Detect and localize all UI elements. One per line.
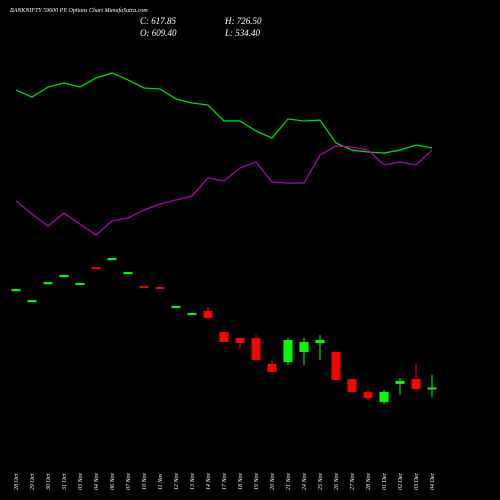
x-tick-label: 12 Nov: [174, 472, 180, 490]
candle-body: [347, 379, 357, 392]
candle-body: [331, 352, 341, 380]
candle-body: [75, 283, 85, 286]
x-tick-label: 17 Nov: [222, 472, 228, 490]
candle-body: [219, 331, 229, 343]
x-tick-label: 21 Nov: [286, 472, 292, 490]
x-tick-label: 01 Dec: [382, 473, 388, 490]
candle-body: [283, 339, 293, 362]
candle-body: [139, 286, 149, 289]
open-label: O: 609.40: [140, 28, 177, 38]
candle-body: [395, 380, 405, 384]
candle-body: [363, 391, 373, 399]
chart-title: BANKNIFTY 59600 PE Options Chart MunafaS…: [10, 7, 148, 14]
high-label: H: 726.50: [224, 16, 262, 26]
x-tick-label: 13 Nov: [190, 472, 196, 490]
candle-body: [123, 272, 133, 275]
close-label: C: 617.85: [140, 16, 177, 26]
x-tick-label: 10 Nov: [142, 472, 148, 490]
x-tick-label: 30 Oct: [46, 474, 52, 491]
candle-body: [171, 306, 181, 309]
x-tick-label: 28 Oct: [14, 474, 20, 490]
candle-body: [315, 339, 325, 343]
x-tick-label: 20 Nov: [270, 472, 276, 490]
indicator-line: [15, 72, 433, 154]
x-tick-label: 06 Nov: [110, 472, 116, 490]
candle-body: [187, 313, 197, 316]
x-tick-label: 31 Oct: [62, 474, 68, 491]
x-tick-label: 03 Dec: [414, 473, 420, 490]
indicator-line: [15, 145, 433, 236]
x-tick-label: 28 Nov: [366, 472, 372, 490]
candle-body: [203, 310, 213, 318]
x-tick-label: 19 Nov: [254, 472, 260, 490]
x-tick-label: 07 Nov: [126, 472, 132, 490]
candle-body: [27, 300, 37, 303]
candle-body: [43, 282, 53, 285]
candle-body: [107, 258, 117, 261]
x-tick-label: 04 Dec: [429, 473, 436, 490]
candle-body: [235, 338, 245, 343]
x-tick-label: 24 Nov: [301, 472, 308, 490]
candle-body: [267, 364, 277, 373]
x-tick-label: 29 Oct: [30, 474, 36, 490]
x-tick-label: 27 Nov: [350, 472, 356, 490]
candle-body: [251, 338, 261, 361]
x-tick-label: 11 Nov: [158, 473, 164, 490]
candle-body: [155, 287, 165, 290]
x-tick-label: 26 Nov: [334, 472, 340, 490]
candle-body: [427, 387, 437, 390]
candle-body: [91, 267, 101, 270]
candle-body: [379, 391, 389, 402]
candle-body: [11, 289, 21, 292]
x-tick-label: 04 Nov: [93, 472, 100, 490]
candle-body: [411, 379, 421, 390]
x-tick-label: 14 Nov: [205, 472, 212, 490]
candle-body: [59, 275, 69, 278]
x-tick-label: 02 Dec: [398, 473, 404, 490]
x-tick-label: 25 Nov: [318, 472, 324, 490]
candle-body: [299, 342, 309, 353]
low-label: L: 534.40: [224, 28, 261, 38]
x-tick-label: 03 Nov: [78, 472, 84, 490]
x-tick-label: 18 Nov: [238, 472, 244, 490]
